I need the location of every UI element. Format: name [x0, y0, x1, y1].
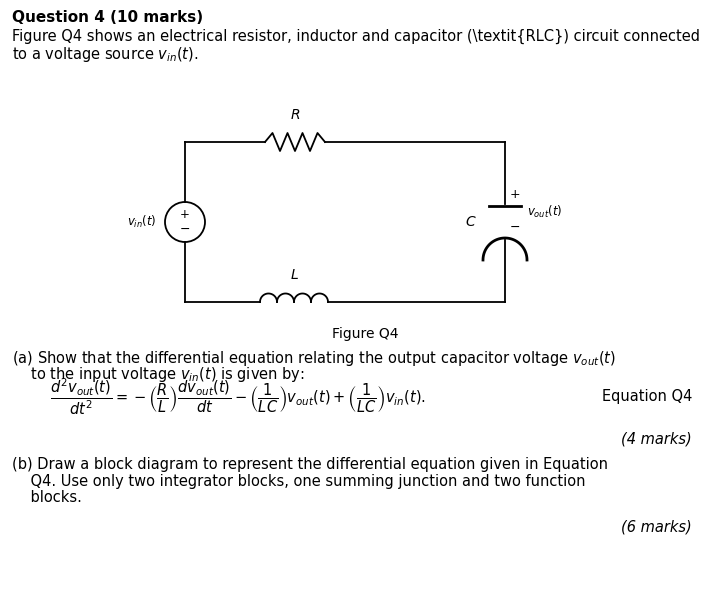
Text: (6 marks): (6 marks)	[621, 519, 692, 534]
Text: Question 4 (10 marks): Question 4 (10 marks)	[12, 10, 203, 25]
Text: $R$: $R$	[290, 108, 300, 122]
Text: −: −	[510, 220, 520, 234]
Text: $C$: $C$	[465, 215, 477, 229]
Text: (a) Show that the differential equation relating the output capacitor voltage $v: (a) Show that the differential equation …	[12, 349, 616, 368]
Text: Figure Q4 shows an electrical resistor, inductor and capacitor (\textit{RLC}) ci: Figure Q4 shows an electrical resistor, …	[12, 29, 700, 44]
Text: Q4. Use only two integrator blocks, one summing junction and two function: Q4. Use only two integrator blocks, one …	[12, 474, 585, 489]
Text: −: −	[180, 223, 190, 236]
Text: (4 marks): (4 marks)	[621, 432, 692, 447]
Text: $v_{out}(t)$: $v_{out}(t)$	[527, 204, 563, 220]
Text: blocks.: blocks.	[12, 490, 82, 505]
Text: $L$: $L$	[290, 268, 298, 282]
Text: to the input voltage $v_{in}(t)$ is given by:: to the input voltage $v_{in}(t)$ is give…	[12, 365, 305, 384]
Text: +: +	[180, 208, 190, 221]
Text: $\dfrac{d^2v_{out}(t)}{dt^2} = -\left(\dfrac{R}{L}\right)\dfrac{dv_{out}(t)}{dt}: $\dfrac{d^2v_{out}(t)}{dt^2} = -\left(\d…	[50, 376, 426, 418]
Text: to a voltage source $v_{in}(t)$.: to a voltage source $v_{in}(t)$.	[12, 45, 199, 64]
Text: (b) Draw a block diagram to represent the differential equation given in Equatio: (b) Draw a block diagram to represent th…	[12, 457, 608, 472]
Text: Figure Q4: Figure Q4	[332, 327, 398, 341]
Text: $v_{in}(t)$: $v_{in}(t)$	[127, 214, 157, 230]
Text: +: +	[510, 188, 520, 200]
Text: Equation Q4: Equation Q4	[602, 390, 692, 404]
